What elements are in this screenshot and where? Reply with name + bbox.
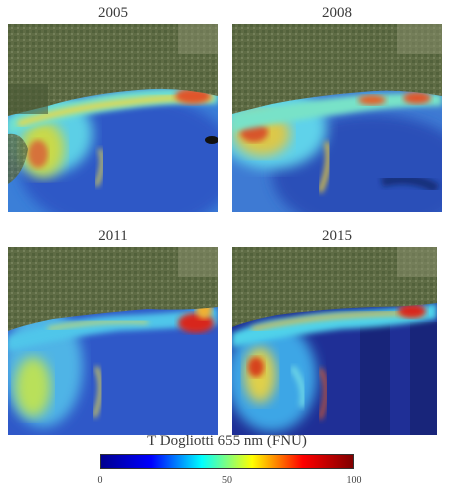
colorbar-tick-50: 50: [222, 475, 232, 486]
colorbar-tick-100: 100: [346, 475, 362, 486]
colorbar-tick-0: 0: [97, 475, 103, 486]
map-2015: [232, 247, 442, 435]
panel-label-2011: 2011: [98, 228, 128, 244]
map-2011: [8, 247, 218, 435]
colorbar-title: T Dogliotti 655 nm (FNU): [147, 433, 307, 449]
panel-label-2008: 2008: [322, 5, 352, 21]
map-2008: [232, 24, 442, 212]
colorbar: [100, 454, 354, 469]
panel-label-2015: 2015: [322, 228, 352, 244]
map-2005: [8, 24, 218, 212]
panel-label-2005: 2005: [98, 5, 128, 21]
